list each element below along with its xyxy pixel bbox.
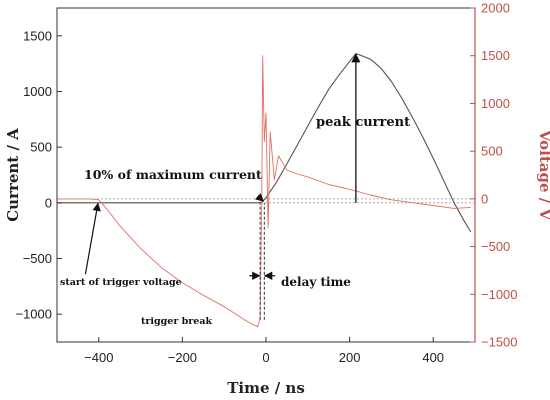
y-right-tick-label: −1500 bbox=[481, 335, 518, 350]
y-right-tick-label: 500 bbox=[481, 144, 503, 159]
y-right-tick-label: 0 bbox=[481, 191, 488, 206]
y-left-tick-label: −500 bbox=[23, 251, 52, 266]
annotation-trigger-break: trigger break bbox=[141, 316, 212, 327]
annotation-ten-percent: 10% of maximum current bbox=[84, 167, 262, 182]
y-left-tick-label: 0 bbox=[45, 195, 52, 210]
y-right-tick-label: 1500 bbox=[481, 48, 510, 63]
annotation-guides bbox=[84, 53, 361, 320]
x-tick-label: 200 bbox=[339, 350, 361, 365]
zero-reference-lines bbox=[57, 198, 475, 204]
y-right-tick-label: 2000 bbox=[481, 1, 510, 16]
y-left-tick-label: 500 bbox=[30, 140, 52, 155]
annotation-start-trigger: start of trigger voltage bbox=[60, 277, 182, 288]
annotation-peak-current: peak current bbox=[316, 115, 410, 130]
y-left-tick-label: −1000 bbox=[15, 307, 52, 322]
y-right-tick-label: −500 bbox=[481, 239, 510, 254]
x-tick-label: −400 bbox=[84, 350, 113, 365]
y-right-tick-label: 1000 bbox=[481, 96, 510, 111]
y-axis-right-title: Voltage / V bbox=[536, 129, 550, 221]
x-tick-label: 400 bbox=[422, 350, 444, 365]
ten-percent-arrow bbox=[255, 193, 265, 202]
y-axis-left: −1000 −500 0 500 1000 1500 bbox=[15, 28, 62, 322]
x-tick-label: 0 bbox=[262, 350, 269, 365]
y-right-tick-label: −1000 bbox=[481, 287, 518, 302]
y-axis-left-title: Current / A bbox=[4, 128, 22, 222]
y-left-tick-label: 1500 bbox=[23, 28, 52, 43]
y-axis-right: −1500 −1000 −500 0 500 1000 1500 2000 bbox=[470, 1, 518, 350]
y-left-tick-label: 1000 bbox=[23, 84, 52, 99]
start-trigger-arrow bbox=[84, 202, 101, 275]
x-tick-label: −200 bbox=[168, 350, 197, 365]
current-series-line bbox=[57, 53, 472, 233]
x-axis: −400 −200 0 200 400 bbox=[84, 337, 444, 365]
annotation-delay-time: delay time bbox=[281, 275, 351, 289]
x-axis-title: Time / ns bbox=[227, 379, 305, 397]
plot-series bbox=[57, 53, 472, 328]
voltage-series-line bbox=[57, 55, 471, 328]
